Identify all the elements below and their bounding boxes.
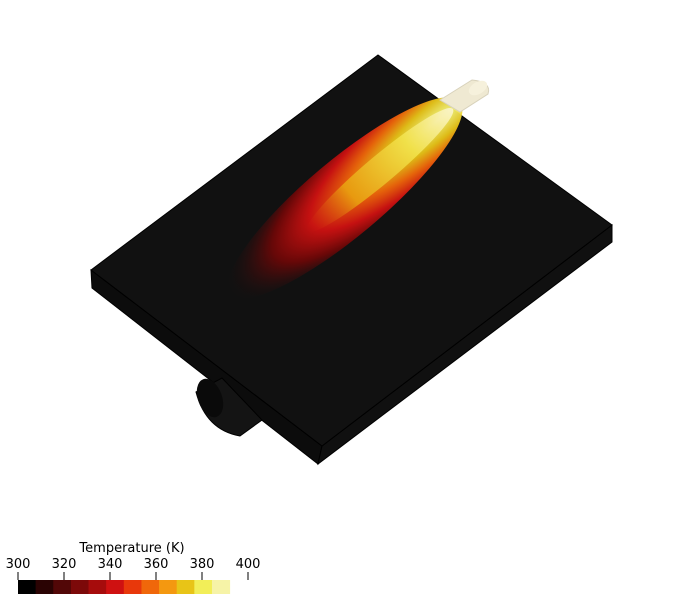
heat-plume — [227, 97, 463, 299]
plate-top — [90, 54, 613, 447]
heat-source-tube — [439, 79, 490, 113]
cylinder-stub — [195, 377, 263, 437]
plate — [90, 54, 613, 466]
